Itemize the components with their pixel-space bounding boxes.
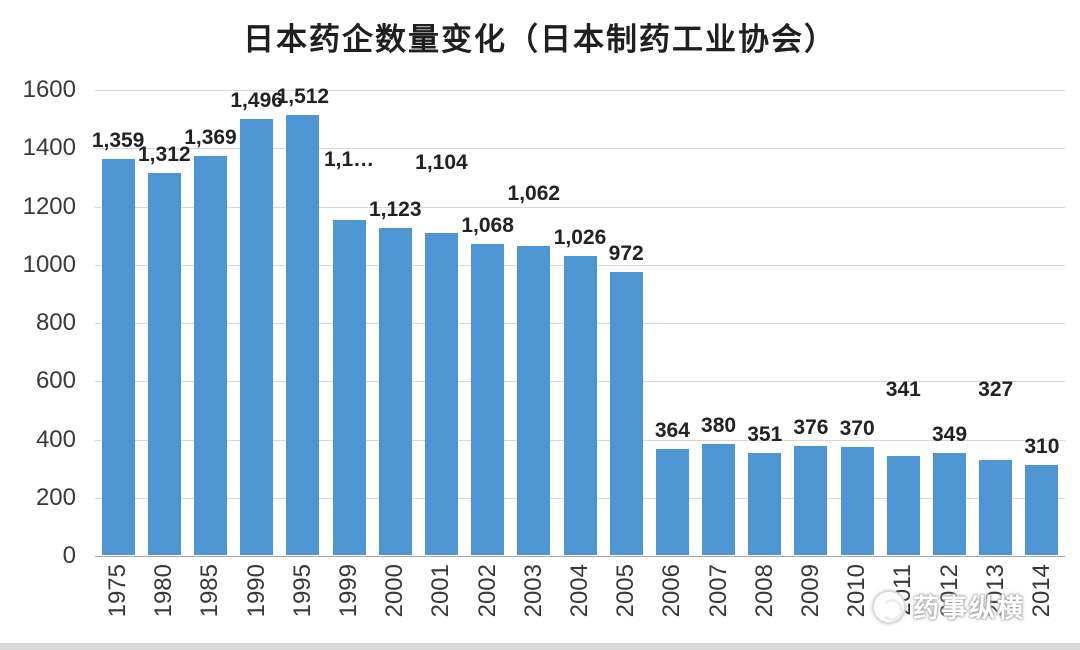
x-axis-tick-label: 2007 xyxy=(704,564,732,618)
x-axis-tick-label: 2014 xyxy=(1027,564,1055,618)
x-axis-tick-label: 2005 xyxy=(612,564,640,618)
bar-1999 xyxy=(332,220,366,555)
bar-value-label: 327 xyxy=(978,377,1014,401)
plot-area: 1,359 1,312 1,369 1,496 1,512 1,1… 1,123 1,104 1… xyxy=(91,85,1065,557)
y-axis-tick-label: 600 xyxy=(35,367,76,395)
x-axis-tick-label: 2002 xyxy=(473,564,501,618)
bar-value-label: 1,068 xyxy=(461,213,514,237)
x-axis-tick-label: 2009 xyxy=(796,564,824,618)
bar-value-label: 1,312 xyxy=(138,142,191,166)
bar-value-label: 1,512 xyxy=(276,84,330,108)
bar-value-label: 349 xyxy=(931,423,968,447)
bar-1980 xyxy=(147,172,181,555)
bar-2003 xyxy=(517,245,551,555)
bar-2007 xyxy=(702,444,736,555)
bar-2010 xyxy=(840,447,874,555)
bottom-strip xyxy=(0,643,1080,650)
bar-2006 xyxy=(655,449,689,555)
y-axis-tick-label: 200 xyxy=(35,483,76,511)
bar-value-label: 1,1… xyxy=(323,148,375,172)
bar-value-label: 1,062 xyxy=(507,181,561,205)
x-axis-tick-label: 1995 xyxy=(288,564,316,618)
x-axis-tick-label: 2004 xyxy=(566,564,593,618)
x-axis-tick-label: 1990 xyxy=(242,564,270,618)
gridline xyxy=(95,148,1065,150)
bar-value-label: 972 xyxy=(608,241,644,265)
bar-1975 xyxy=(101,159,135,555)
x-axis-tick-label: 2008 xyxy=(750,564,778,618)
bar-2001 xyxy=(424,233,458,555)
x-axis-tick-label: 2010 xyxy=(843,564,871,618)
bar-value-label: 1,359 xyxy=(91,129,145,153)
bar-value-label: 376 xyxy=(793,415,829,439)
y-axis-tick-label: 1400 xyxy=(22,134,76,162)
bar-value-label: 1,496 xyxy=(230,89,283,113)
x-axis-tick-label: 1980 xyxy=(150,564,178,618)
bar-value-label: 351 xyxy=(747,422,783,446)
bar-2005 xyxy=(609,271,643,555)
y-axis-tick-label: 1000 xyxy=(22,250,76,278)
bar-value-label: 364 xyxy=(654,419,690,442)
bar-2014 xyxy=(1025,464,1059,555)
y-axis-tick-label: 1600 xyxy=(22,76,76,103)
bar-value-label: 310 xyxy=(1024,434,1060,458)
bar-value-label: 1,369 xyxy=(184,126,237,150)
bar-value-label: 341 xyxy=(885,377,921,401)
bar-2013 xyxy=(979,459,1013,555)
bar-value-label: 1,104 xyxy=(415,151,468,175)
bar-2002 xyxy=(471,243,505,555)
y-axis-tick-label: 0 xyxy=(62,542,76,569)
bar-2000 xyxy=(378,227,412,555)
bar-2008 xyxy=(748,452,782,555)
bar-2011 xyxy=(886,455,920,555)
bar-2004 xyxy=(563,256,597,555)
x-axis-line xyxy=(95,556,1065,557)
watermark-text: 药事纵横 xyxy=(913,593,1026,623)
x-axis-tick-label: 2006 xyxy=(658,564,686,618)
circle-logo-icon xyxy=(872,589,906,624)
bar-1990 xyxy=(240,119,274,555)
bar-value-label: 1,026 xyxy=(553,226,607,250)
x-axis-tick-label: 2001 xyxy=(427,564,455,618)
x-axis-tick-label: 1975 xyxy=(104,564,132,618)
y-axis-tick-label: 800 xyxy=(35,309,76,336)
bar-1995 xyxy=(286,114,320,555)
watermark: 药事纵横 xyxy=(872,588,1025,625)
gridline xyxy=(95,206,1065,208)
x-axis-tick-label: 1985 xyxy=(196,564,224,618)
bar-2009 xyxy=(794,445,828,555)
y-axis: 0 200 400 600 800 1000 1200 1400 1600 xyxy=(0,76,82,569)
bar-1985 xyxy=(193,156,227,555)
bar-value-label: 1,123 xyxy=(368,197,422,221)
x-axis-tick-label: 2000 xyxy=(381,564,409,618)
bar-value-label: 380 xyxy=(701,414,737,438)
y-axis-tick-label: 400 xyxy=(35,425,76,453)
y-axis-tick-label: 1200 xyxy=(22,192,76,220)
x-axis-tick-label: 2003 xyxy=(519,564,547,618)
gridline xyxy=(95,90,1065,91)
chart-title: 日本药企数量变化（日本制药工业协会） xyxy=(243,22,837,57)
bar-2012 xyxy=(933,453,967,555)
x-axis-tick-label: 1999 xyxy=(335,564,363,618)
bar-value-label: 370 xyxy=(839,417,875,441)
